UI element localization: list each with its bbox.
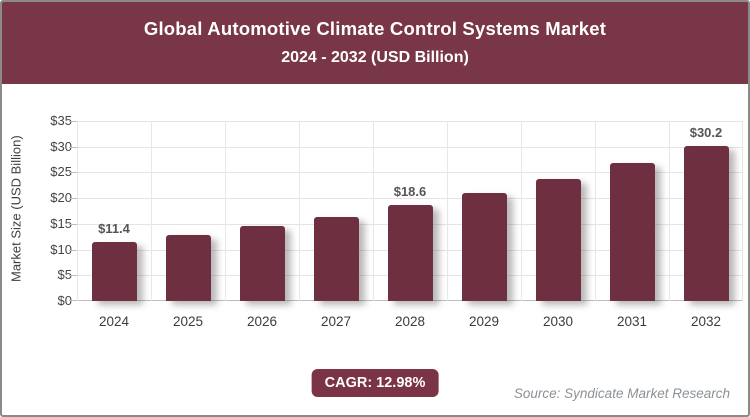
chart-title: Global Automotive Climate Control System… bbox=[143, 18, 607, 39]
y-tick-label: $5 bbox=[57, 267, 72, 283]
y-tick-label: $25 bbox=[50, 164, 72, 180]
gridline-vertical bbox=[669, 121, 670, 301]
y-axis-tick bbox=[69, 121, 77, 122]
cagr-badge: CAGR: 12.98% bbox=[311, 369, 439, 397]
x-tick-label: 2028 bbox=[394, 314, 426, 329]
gridline-vertical bbox=[299, 121, 300, 301]
y-tick-label: $0 bbox=[57, 293, 72, 308]
bar-value-label: $18.6 bbox=[393, 184, 427, 200]
y-axis-tick bbox=[69, 300, 77, 301]
x-tick-label: 2032 bbox=[690, 314, 722, 329]
x-tick-label: 2024 bbox=[98, 314, 130, 329]
chart-title-banner: Global Automotive Climate Control System… bbox=[2, 2, 748, 84]
y-tick-label: $10 bbox=[50, 241, 72, 257]
bar-value-label: $30.2 bbox=[689, 124, 723, 140]
y-tick-label: $35 bbox=[50, 113, 72, 128]
gridline-horizontal bbox=[77, 121, 743, 122]
gridline-vertical bbox=[373, 121, 374, 301]
x-tick-label: 2027 bbox=[320, 314, 352, 329]
gridline-vertical bbox=[77, 121, 78, 301]
bar-2025 bbox=[165, 234, 211, 301]
gridline-vertical bbox=[742, 121, 743, 301]
y-axis-labels: $0 $5 $10 $15 $20 $25 $30 $35 bbox=[28, 114, 72, 308]
y-axis-tick bbox=[69, 198, 77, 200]
x-tick-label: 2031 bbox=[616, 314, 648, 329]
gridline-vertical bbox=[447, 121, 448, 301]
y-tick-label: $30 bbox=[50, 138, 72, 154]
y-axis-tick bbox=[69, 249, 77, 251]
chart-subtitle: 2024 - 2032 (USD Billion) bbox=[281, 49, 469, 66]
x-tick-label: 2026 bbox=[246, 314, 278, 329]
gridline-vertical bbox=[595, 121, 596, 301]
bar-value-label: $11.4 bbox=[98, 221, 130, 237]
bar-2030 bbox=[535, 179, 581, 301]
gridline-vertical bbox=[225, 121, 226, 301]
x-tick-label: 2025 bbox=[172, 314, 204, 329]
gridline-horizontal bbox=[77, 198, 743, 200]
x-axis-labels: 2024 2025 2026 2027 2028 2029 2030 2031 2032 bbox=[77, 314, 743, 329]
gridline-horizontal bbox=[77, 172, 743, 174]
y-axis-tick bbox=[69, 172, 77, 174]
gridline-vertical bbox=[151, 121, 152, 301]
bar-2031 bbox=[609, 163, 655, 301]
y-axis-tick bbox=[69, 223, 77, 225]
bar-2028 bbox=[387, 205, 433, 301]
x-tick-label: 2030 bbox=[542, 314, 574, 329]
plot-area: $11.4 $18.6 $30.2 bbox=[69, 121, 743, 301]
bar-2032 bbox=[683, 145, 729, 301]
y-axis-tick bbox=[69, 146, 77, 148]
y-axis-title: Market Size (USD Billion) bbox=[8, 135, 24, 283]
bar-2029 bbox=[461, 193, 507, 301]
gridline-vertical bbox=[521, 121, 522, 301]
bar-2024 bbox=[91, 242, 137, 301]
source-attribution: Source: Syndicate Market Research bbox=[513, 386, 730, 401]
bar-2026 bbox=[239, 226, 285, 301]
x-tick-label: 2029 bbox=[468, 314, 500, 329]
y-tick-label: $15 bbox=[50, 215, 72, 231]
y-tick-label: $20 bbox=[50, 190, 72, 206]
y-axis-tick bbox=[69, 275, 77, 277]
gridline-horizontal bbox=[77, 146, 743, 148]
bar-2027 bbox=[313, 216, 359, 301]
